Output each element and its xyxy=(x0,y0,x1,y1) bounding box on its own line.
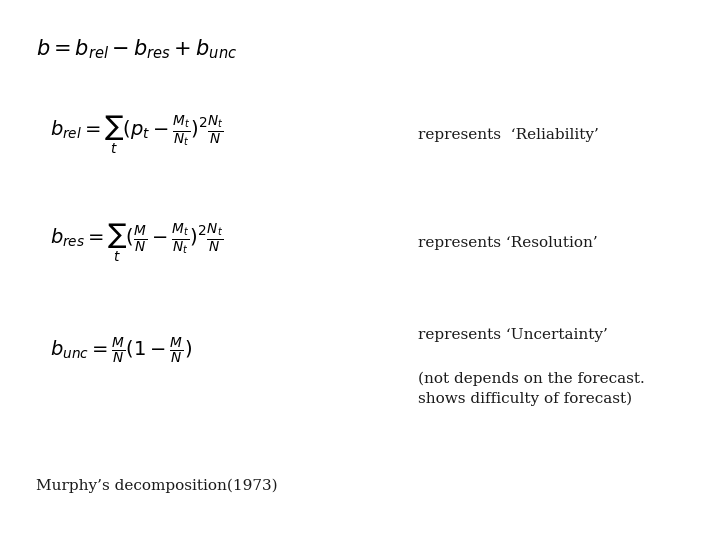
Text: $b_{res} = \sum_t (\frac{M}{N} - \frac{M_t}{N_t})^2 \frac{N_t}{N}$: $b_{res} = \sum_t (\frac{M}{N} - \frac{M… xyxy=(50,221,224,265)
Text: $b_{rel} = \sum_t (p_t - \frac{M_t}{N_t})^2 \frac{N_t}{N}$: $b_{rel} = \sum_t (p_t - \frac{M_t}{N_t}… xyxy=(50,113,225,157)
Text: $b = b_{rel} - b_{res} + b_{unc}$: $b = b_{rel} - b_{res} + b_{unc}$ xyxy=(36,38,237,62)
Text: represents  ‘Reliability’: represents ‘Reliability’ xyxy=(418,128,598,142)
Text: represents ‘Resolution’: represents ‘Resolution’ xyxy=(418,236,598,250)
Text: represents ‘Uncertainty’: represents ‘Uncertainty’ xyxy=(418,328,608,342)
Text: $b_{unc} = \frac{M}{N}(1 - \frac{M}{N})$: $b_{unc} = \frac{M}{N}(1 - \frac{M}{N})$ xyxy=(50,336,192,366)
Text: Murphy’s decomposition(1973): Murphy’s decomposition(1973) xyxy=(36,479,278,493)
Text: (not depends on the forecast.
shows difficulty of forecast): (not depends on the forecast. shows diff… xyxy=(418,372,644,406)
